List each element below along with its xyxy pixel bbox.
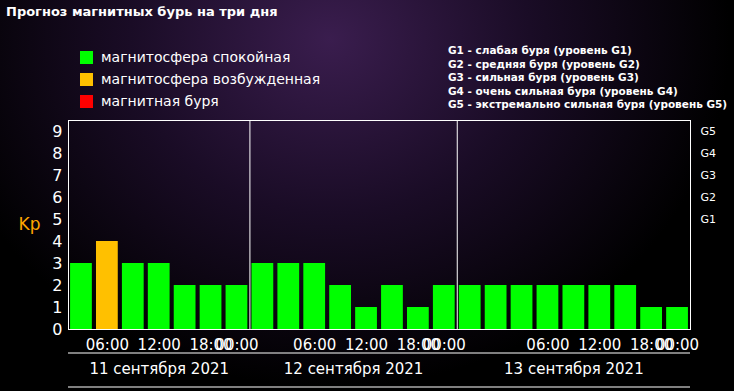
svg-text:12:00: 12:00 (345, 336, 388, 354)
svg-text:8: 8 (52, 144, 62, 163)
svg-text:G3: G3 (701, 169, 717, 182)
html-text:магнитная буря: магнитная буря (101, 93, 219, 109)
svg-text:2: 2 (52, 276, 62, 295)
svg-text:00:00: 00:00 (656, 336, 699, 354)
html-text:Прогноз магнитных бурь на три: Прогноз магнитных бурь на три дня (6, 4, 278, 19)
svg-text:6: 6 (52, 188, 62, 207)
svg-text:5: 5 (52, 210, 62, 229)
svg-text:G4: G4 (701, 147, 717, 160)
html-text:G2 - средняя буря (уровень G2): G2 - средняя буря (уровень G2) (448, 57, 640, 70)
svg-text:12 сентября 2021: 12 сентября 2021 (284, 360, 424, 378)
html-text:G1 - слабая буря (уровень G1): G1 - слабая буря (уровень G1) (448, 44, 632, 56)
svg-text:06:00: 06:00 (293, 336, 336, 354)
svg-text:00:00: 00:00 (423, 336, 466, 354)
svg-text:18:00: 18:00 (189, 336, 233, 355)
html-text:магнитосфера спокойная: магнитосфера спокойная (101, 49, 291, 65)
svg-text:3: 3 (52, 254, 62, 273)
svg-text:11 сентября 2021: 11 сентября 2021 (89, 360, 229, 378)
svg-text:12:00: 12:00 (578, 336, 621, 354)
svg-text:1: 1 (52, 298, 62, 317)
svg-text:7: 7 (52, 166, 62, 185)
svg-text:G5: G5 (701, 125, 717, 138)
svg-text:00:00: 00:00 (215, 336, 258, 354)
html-text:магнитосфера возбужденная: магнитосфера возбужденная (101, 71, 321, 87)
html-text:G3 - сильная буря (уровень G3): G3 - сильная буря (уровень G3) (448, 71, 639, 83)
svg-text:13 сентября 2021: 13 сентября 2021 (504, 360, 644, 378)
svg-text:G2: G2 (701, 191, 717, 204)
svg-text:18:00: 18:00 (630, 336, 674, 355)
svg-text:06:00: 06:00 (526, 336, 569, 354)
svg-text:Kp: Kp (19, 214, 41, 234)
svg-text:12:00: 12:00 (138, 336, 181, 354)
html-text:G5 - экстремально сильная буря: G5 - экстремально сильная буря (уровень … (448, 98, 728, 110)
svg-text:4: 4 (52, 232, 62, 251)
svg-text:9: 9 (52, 122, 62, 141)
svg-text:06:00: 06:00 (86, 336, 129, 354)
svg-text:18:00: 18:00 (396, 336, 440, 355)
svg-text:0: 0 (52, 320, 62, 339)
html-text:G4 - очень сильная буря (урове: G4 - очень сильная буря (уровень G4) (448, 84, 678, 97)
svg-text:G1: G1 (701, 213, 717, 226)
